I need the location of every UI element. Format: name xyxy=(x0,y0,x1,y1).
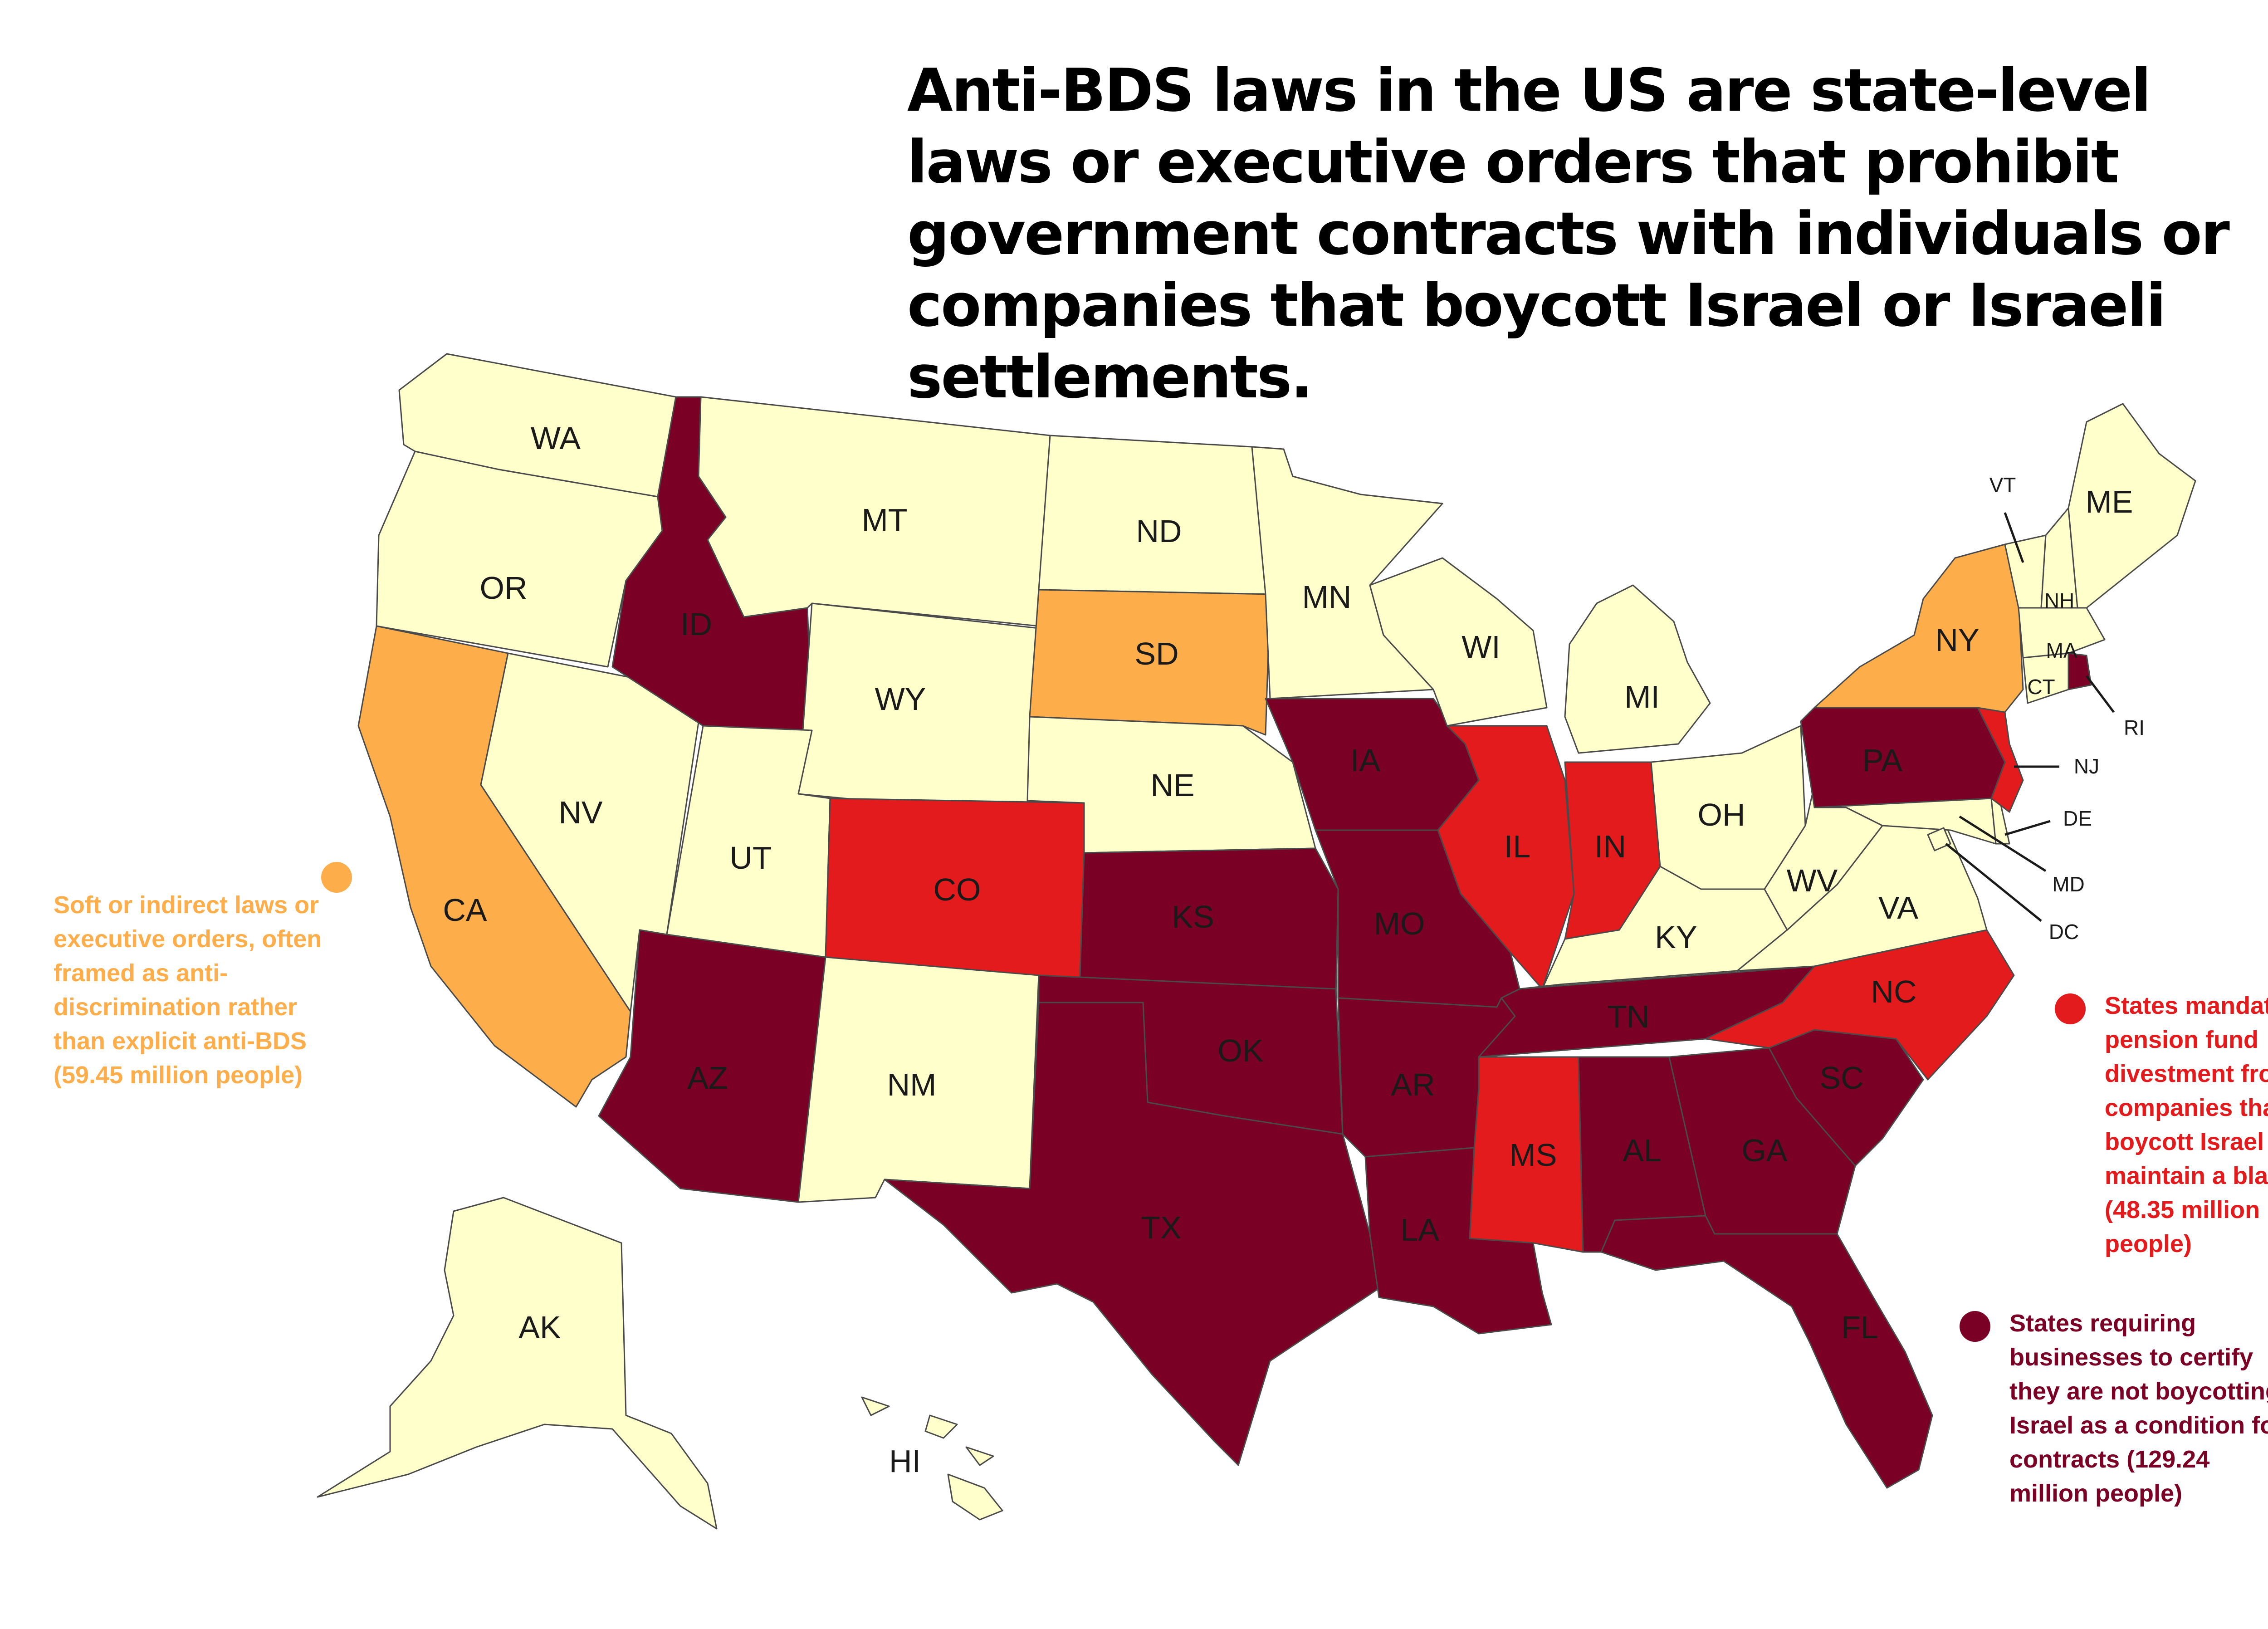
label-ri: RI xyxy=(2124,716,2145,739)
label-ct: CT xyxy=(2027,675,2055,699)
leader-md xyxy=(1959,815,2047,872)
state-ny xyxy=(1813,543,2024,713)
label-ga: GA xyxy=(1741,1133,1787,1168)
label-nm: NM xyxy=(887,1067,937,1102)
state-tx xyxy=(884,1002,1380,1466)
label-ne: NE xyxy=(1150,768,1194,803)
label-id: ID xyxy=(680,607,712,642)
label-tx: TX xyxy=(1141,1210,1181,1245)
label-wv: WV xyxy=(1787,863,1838,898)
legend-certify-dot xyxy=(1960,1311,1990,1342)
state-mi xyxy=(1564,584,1711,754)
label-co: CO xyxy=(934,872,981,907)
label-dc: DC xyxy=(2049,920,2079,944)
label-al: AL xyxy=(1623,1133,1662,1168)
leader-de xyxy=(2004,820,2051,836)
legend-pension-text: States mandating pension fund divestment… xyxy=(2105,992,2268,1257)
label-ak: AK xyxy=(518,1310,561,1345)
leader-vt xyxy=(2004,512,2024,563)
label-ma: MA xyxy=(2046,639,2077,662)
label-mn: MN xyxy=(1302,579,1352,615)
label-wi: WI xyxy=(1461,629,1501,665)
state-nj xyxy=(1977,707,2024,813)
state-dc xyxy=(1927,827,1951,851)
label-la: LA xyxy=(1400,1212,1439,1247)
state-hi xyxy=(861,1396,890,1416)
state-hi-island-2 xyxy=(924,1414,958,1439)
label-nh: NH xyxy=(2044,589,2074,612)
label-ms: MS xyxy=(1510,1137,1557,1173)
state-sd xyxy=(1029,589,1271,736)
state-ma xyxy=(2018,607,2106,659)
state-fl xyxy=(1600,1215,1933,1489)
label-az: AZ xyxy=(687,1060,728,1096)
label-mo: MO xyxy=(1374,906,1425,941)
label-wy: WY xyxy=(875,681,926,717)
label-me: ME xyxy=(2086,484,2133,519)
label-nv: NV xyxy=(558,795,603,830)
label-ia: IA xyxy=(1350,743,1380,778)
small-state-leaders xyxy=(1945,512,2115,922)
state-ak xyxy=(317,1197,718,1530)
label-in: IN xyxy=(1594,829,1626,864)
label-il: IL xyxy=(1504,829,1530,864)
state-pa xyxy=(1800,707,2006,808)
map-title: Anti-BDS laws in the US are state-level … xyxy=(907,56,2230,411)
legend-soft-dot xyxy=(321,862,352,893)
label-ny: NY xyxy=(1935,622,1979,658)
state-hi-island-4 xyxy=(947,1473,1003,1521)
state-hi-island-3 xyxy=(965,1446,994,1466)
label-ks: KS xyxy=(1172,899,1214,934)
label-pa: PA xyxy=(1862,743,1902,778)
legend-certify-text: States requiring businesses to certify t… xyxy=(2009,1310,2268,1507)
leader-ri xyxy=(2086,675,2115,713)
label-ca: CA xyxy=(443,892,487,928)
label-nd: ND xyxy=(1136,514,1182,549)
state-il xyxy=(1437,725,1575,990)
label-or: OR xyxy=(480,570,528,606)
label-vt: VT xyxy=(1989,473,2016,497)
label-nj: NJ xyxy=(2074,754,2099,778)
label-sc: SC xyxy=(1819,1060,1863,1096)
leader-dc xyxy=(1945,843,2042,922)
label-fl: FL xyxy=(1841,1310,1878,1345)
state-ks xyxy=(1079,847,1339,999)
label-ut: UT xyxy=(729,840,772,876)
legend-pension-dot xyxy=(2055,993,2086,1024)
label-ar: AR xyxy=(1391,1067,1435,1102)
label-de: DE xyxy=(2063,807,2092,830)
state-nc xyxy=(1705,929,2015,1081)
label-ok: OK xyxy=(1217,1033,1263,1068)
label-wa: WA xyxy=(531,421,581,456)
label-hi: HI xyxy=(889,1443,921,1479)
label-nc: NC xyxy=(1871,974,1916,1009)
label-mi: MI xyxy=(1624,679,1660,714)
label-va: VA xyxy=(1878,890,1918,925)
label-ky: KY xyxy=(1655,920,1697,955)
label-sd: SD xyxy=(1134,636,1178,671)
label-oh: OH xyxy=(1698,797,1745,832)
state-ri xyxy=(2068,652,2092,690)
label-tn: TN xyxy=(1607,999,1649,1034)
state-wi xyxy=(1369,557,1548,727)
label-md: MD xyxy=(2052,872,2085,896)
label-mt: MT xyxy=(861,502,907,538)
legend-soft-text: Soft or indirect laws or executive order… xyxy=(54,891,322,1089)
